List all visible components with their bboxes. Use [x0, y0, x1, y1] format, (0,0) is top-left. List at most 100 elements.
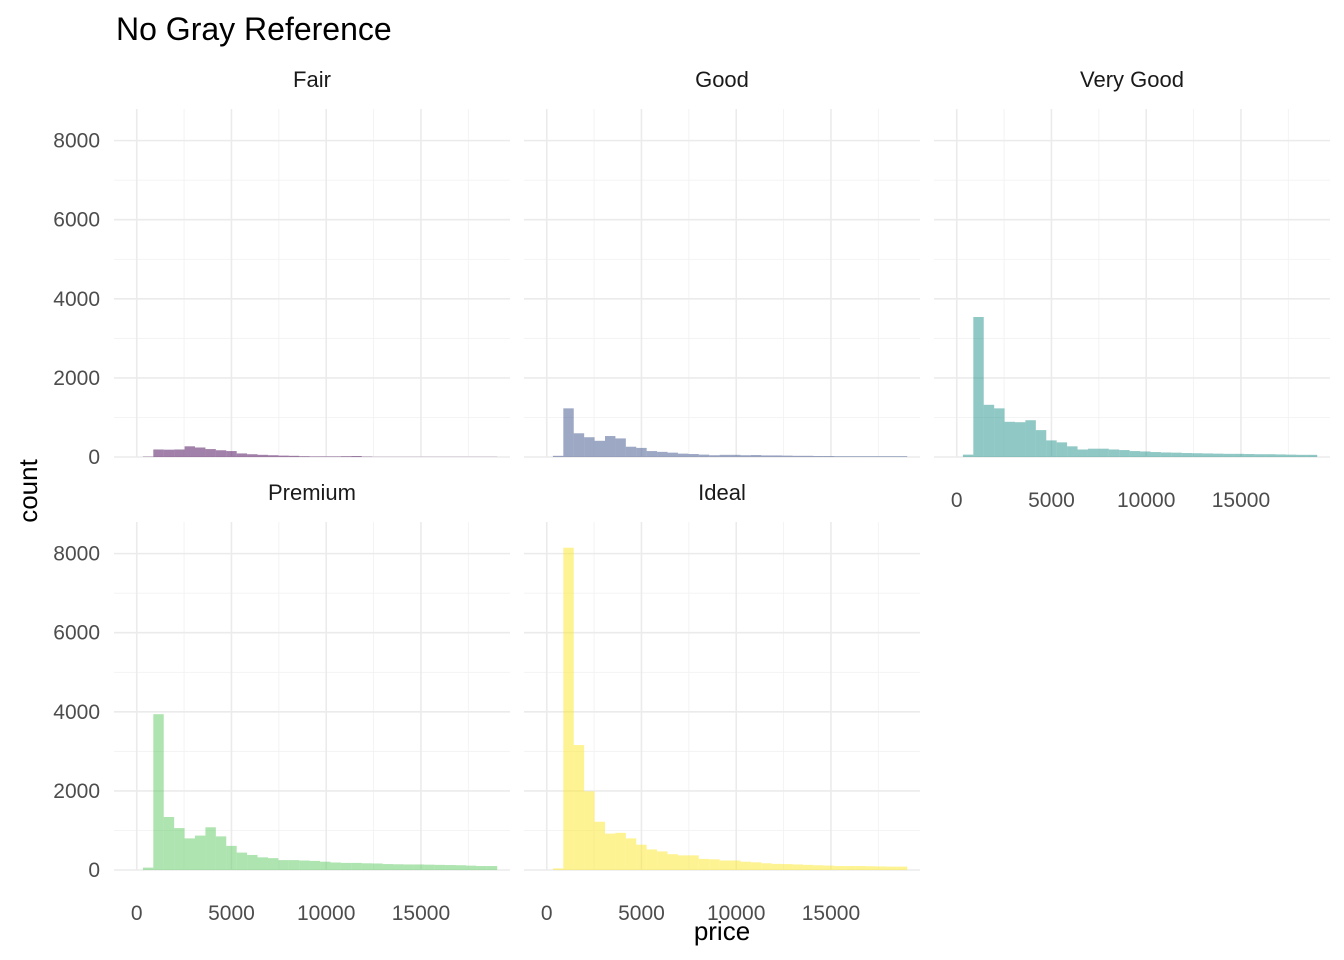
- bar-good-23: [792, 455, 803, 457]
- bars-very-good: [962, 317, 1318, 457]
- x-tick-label: 15000: [1212, 489, 1270, 512]
- bar-good-10: [657, 451, 668, 457]
- bar-premium-13: [278, 860, 289, 870]
- bar-ideal-2: [573, 745, 585, 870]
- bar-good-8: [636, 447, 647, 457]
- bar-fair-6: [205, 449, 216, 457]
- bar-very-good-25: [1223, 453, 1234, 457]
- bar-premium-0: [142, 867, 154, 870]
- bar-fair-18: [330, 456, 341, 457]
- strip-label-ideal: Ideal: [698, 480, 746, 505]
- x-tick-label: 0: [131, 902, 143, 925]
- strip-label-good: Good: [695, 67, 749, 92]
- x-tick-label: 5000: [618, 902, 665, 925]
- x-tick-label: 15000: [802, 902, 860, 925]
- x-axis-title: price: [694, 916, 750, 946]
- panel-fair: Fair 0 2000 4000 6000 8000: [53, 67, 510, 469]
- bar-ideal-22: [782, 864, 793, 870]
- bar-premium-22: [372, 863, 383, 870]
- bar-very-good-8: [1046, 440, 1057, 457]
- bar-premium-19: [340, 862, 352, 870]
- bar-very-good-23: [1202, 453, 1213, 457]
- bar-premium-15: [299, 860, 310, 870]
- bar-good-5: [605, 436, 616, 457]
- bar-good-9: [646, 451, 658, 457]
- bar-good-0: [552, 455, 564, 457]
- bar-good-17: [730, 454, 741, 457]
- bar-ideal-23: [792, 864, 803, 870]
- bar-ideal-7: [625, 838, 637, 870]
- panel-ideal: Ideal 0 5000 10000 15000: [524, 480, 920, 925]
- x-tick-label: 10000: [1117, 489, 1175, 512]
- bar-ideal-6: [615, 832, 626, 870]
- bar-premium-4: [184, 838, 195, 870]
- bar-very-good-7: [1035, 430, 1047, 457]
- bar-very-good-1: [973, 317, 984, 457]
- bar-good-15: [709, 455, 720, 457]
- bar-premium-16: [309, 860, 321, 870]
- bar-good-11: [667, 452, 678, 457]
- bar-premium-26: [413, 864, 425, 870]
- strip-label-fair: Fair: [293, 67, 331, 92]
- bar-very-good-32: [1296, 454, 1307, 457]
- bar-very-good-10: [1067, 446, 1078, 457]
- bar-fair-2: [163, 449, 175, 457]
- bar-premium-24: [393, 864, 404, 870]
- bar-good-3: [584, 437, 595, 457]
- bar-ideal-12: [677, 855, 689, 870]
- y-tick-label: 4000: [53, 701, 100, 724]
- bar-fair-9: [236, 453, 248, 457]
- panel-good: Good: [524, 67, 920, 458]
- bars-good: [552, 408, 908, 457]
- y-tick-label: 6000: [53, 622, 100, 645]
- bar-premium-28: [434, 864, 446, 870]
- bar-ideal-17: [730, 860, 741, 870]
- bar-good-31: [875, 456, 887, 457]
- bar-very-good-2: [983, 404, 995, 457]
- bar-good-24: [803, 455, 814, 457]
- bar-good-30: [865, 456, 876, 457]
- bar-premium-3: [174, 828, 185, 870]
- y-tick-label: 0: [88, 446, 100, 469]
- bar-ideal-18: [740, 861, 751, 870]
- bar-premium-10: [247, 854, 258, 870]
- panel-premium: Premium 0 2000 4000 6000 8000 0 5000 10000 15000: [53, 480, 510, 925]
- bar-premium-23: [382, 864, 393, 870]
- bar-premium-12: [267, 858, 279, 870]
- bars-ideal: [552, 547, 908, 870]
- bar-premium-2: [163, 817, 175, 870]
- bar-premium-6: [205, 827, 216, 870]
- facet-panels: Fair 0 2000 4000 6000 8000 Good Very Good 0 5000 1…: [53, 67, 1330, 925]
- y-axis-title: count: [13, 458, 43, 522]
- bar-good-2: [573, 433, 585, 457]
- bar-premium-18: [330, 862, 341, 870]
- bar-fair-14: [288, 455, 300, 457]
- bar-premium-31: [465, 865, 477, 870]
- bar-very-good-21: [1181, 453, 1193, 457]
- bar-ideal-14: [698, 858, 710, 870]
- bar-premium-27: [424, 864, 435, 870]
- bar-good-19: [750, 455, 762, 457]
- x-tick-label: 0: [541, 902, 553, 925]
- panel-very-good: Very Good 0 5000 10000 15000: [934, 67, 1330, 512]
- y-tick-label: 4000: [53, 288, 100, 311]
- bar-ideal-26: [823, 865, 835, 870]
- bar-ideal-32: [886, 866, 897, 870]
- bar-very-good-3: [994, 408, 1005, 457]
- bar-good-22: [782, 455, 793, 457]
- bar-good-29: [855, 456, 866, 457]
- bar-very-good-31: [1285, 454, 1297, 457]
- bar-very-good-4: [1004, 421, 1015, 457]
- bar-ideal-8: [636, 844, 647, 870]
- bar-very-good-20: [1171, 452, 1182, 457]
- y-tick-label: 8000: [53, 543, 100, 566]
- bar-premium-32: [476, 866, 487, 870]
- bar-ideal-31: [875, 866, 887, 870]
- bar-fair-13: [278, 455, 289, 457]
- bar-very-good-13: [1098, 448, 1109, 457]
- bar-ideal-9: [646, 849, 658, 870]
- bar-premium-1: [153, 714, 164, 870]
- bar-fair-10: [247, 454, 258, 457]
- bar-ideal-29: [855, 866, 866, 870]
